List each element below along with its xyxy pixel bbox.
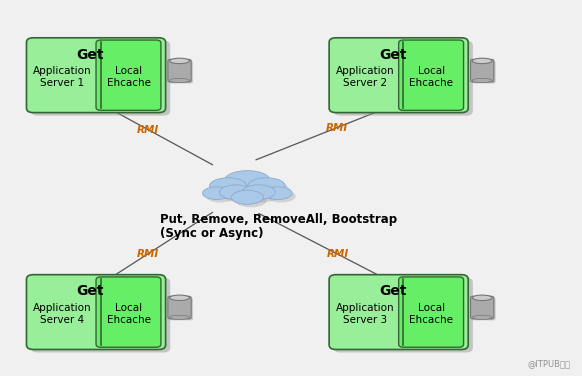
Text: RMI: RMI [137,249,159,259]
Ellipse shape [251,181,289,197]
FancyBboxPatch shape [471,59,494,82]
Text: Server 1: Server 1 [40,79,84,88]
FancyBboxPatch shape [31,277,170,353]
Ellipse shape [170,58,190,64]
Ellipse shape [473,78,492,83]
FancyBboxPatch shape [399,277,464,347]
FancyBboxPatch shape [27,274,165,350]
Ellipse shape [235,193,267,207]
Text: Ehcache: Ehcache [409,315,453,325]
Text: Get: Get [76,47,104,62]
Text: Server 2: Server 2 [343,79,387,88]
Ellipse shape [213,181,250,197]
FancyBboxPatch shape [334,277,473,353]
Ellipse shape [246,188,279,202]
Text: (Sync or Async): (Sync or Async) [160,227,264,240]
Ellipse shape [242,185,275,199]
Ellipse shape [231,190,263,204]
Text: Application: Application [33,303,91,312]
FancyBboxPatch shape [170,61,193,83]
Text: @ITPUB博客: @ITPUB博客 [527,359,570,368]
Text: Local: Local [115,66,142,76]
Text: Server 4: Server 4 [40,315,84,325]
Ellipse shape [473,295,492,300]
Ellipse shape [219,185,253,199]
FancyBboxPatch shape [168,296,191,319]
Ellipse shape [473,315,492,320]
Text: RMI: RMI [327,249,349,259]
Text: RMI: RMI [137,124,159,135]
Text: Get: Get [379,284,407,299]
Text: Application: Application [33,66,91,76]
FancyBboxPatch shape [473,61,496,83]
Ellipse shape [248,178,285,194]
Ellipse shape [210,178,247,194]
FancyBboxPatch shape [473,298,496,320]
FancyBboxPatch shape [471,296,494,319]
Text: RMI: RMI [325,123,348,133]
FancyBboxPatch shape [96,40,161,111]
FancyBboxPatch shape [170,298,193,320]
Text: Local: Local [418,66,445,76]
Ellipse shape [267,190,296,203]
Text: Application: Application [336,303,394,312]
Text: Ehcache: Ehcache [409,79,453,88]
Text: Server 3: Server 3 [343,315,387,325]
FancyBboxPatch shape [27,38,165,113]
FancyBboxPatch shape [31,41,170,116]
FancyBboxPatch shape [334,41,473,116]
Text: Put, Remove, RemoveAll, Bootstrap: Put, Remove, RemoveAll, Bootstrap [160,214,397,226]
Text: Get: Get [379,47,407,62]
Ellipse shape [170,78,190,83]
Text: Ehcache: Ehcache [107,79,151,88]
FancyBboxPatch shape [96,277,161,347]
Ellipse shape [223,188,256,202]
Ellipse shape [228,174,274,194]
Ellipse shape [473,58,492,64]
Text: Application: Application [336,66,394,76]
FancyBboxPatch shape [168,59,191,82]
Ellipse shape [263,187,292,200]
Text: Local: Local [115,303,142,312]
Ellipse shape [170,295,190,300]
FancyBboxPatch shape [329,274,468,350]
Ellipse shape [203,187,231,200]
Ellipse shape [224,171,271,191]
Text: Local: Local [418,303,445,312]
Ellipse shape [170,315,190,320]
Text: Get: Get [76,284,104,299]
Ellipse shape [206,190,235,203]
FancyBboxPatch shape [399,40,464,111]
Text: Ehcache: Ehcache [107,315,151,325]
FancyBboxPatch shape [329,38,468,113]
